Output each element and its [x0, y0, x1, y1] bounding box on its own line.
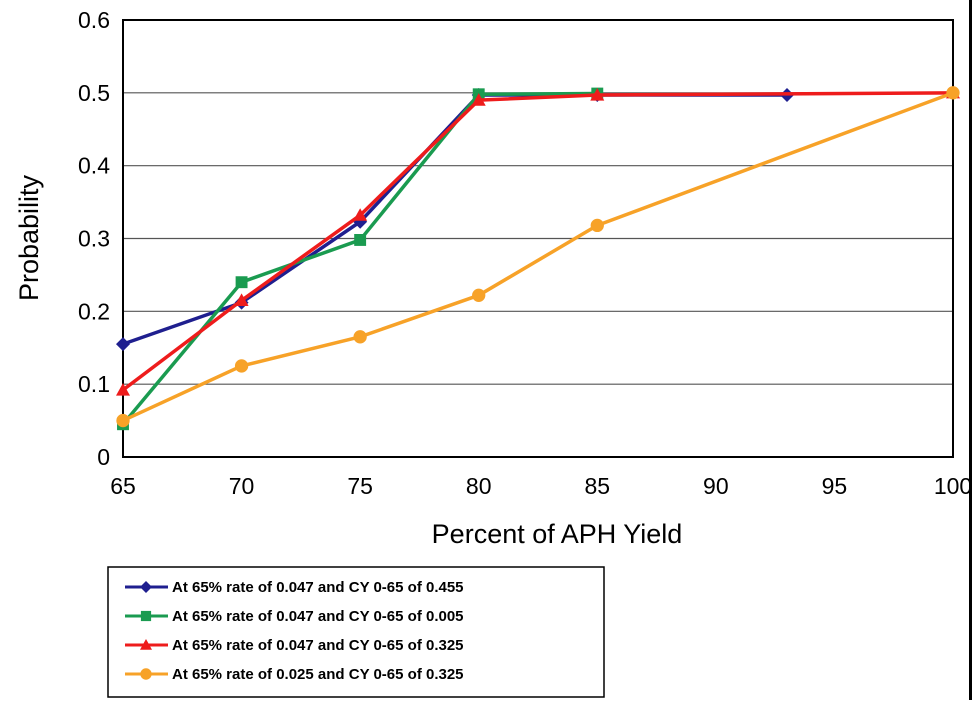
x-tick-label: 65	[110, 473, 136, 499]
y-tick-label: 0.3	[78, 226, 110, 252]
data-point	[471, 93, 486, 106]
data-point	[353, 208, 368, 221]
legend-entry: At 65% rate of 0.047 and CY 0-65 of 0.45…	[125, 579, 464, 596]
y-tick-label: 0.2	[78, 298, 110, 324]
legend-label: At 65% rate of 0.047 and CY 0-65 of 0.32…	[172, 637, 464, 654]
data-point	[353, 330, 367, 344]
legend-marker	[140, 581, 152, 593]
legend-marker	[140, 639, 152, 650]
x-tick-label: 85	[584, 473, 610, 499]
data-point	[116, 337, 130, 352]
data-point	[116, 382, 130, 396]
data-point	[234, 359, 249, 373]
x-tick-label: 90	[703, 473, 729, 499]
legend-label: At 65% rate of 0.047 and CY 0-65 of 0.45…	[172, 579, 464, 596]
x-tick-label: 70	[229, 473, 255, 499]
series-circle	[116, 86, 960, 428]
image-right-edge	[969, 0, 972, 700]
y-axis-title: Probability	[14, 174, 44, 301]
series-layer	[116, 85, 960, 431]
data-point	[235, 276, 248, 289]
x-axis-title: Percent of APH Yield	[432, 519, 683, 549]
legend-marker	[140, 668, 152, 680]
legend-entry: At 65% rate of 0.025 and CY 0-65 of 0.32…	[125, 666, 464, 683]
series-line	[122, 91, 954, 423]
legend-box	[107, 566, 605, 698]
legend-items: At 65% rate of 0.047 and CY 0-65 of 0.45…	[125, 579, 464, 683]
data-point	[234, 293, 249, 307]
x-tick-label: 100	[934, 473, 972, 499]
y-tick-label: 0.4	[78, 153, 110, 179]
series-line	[121, 91, 954, 392]
y-tick-label: 0	[97, 444, 110, 470]
data-point	[946, 86, 960, 100]
x-tick-label: 95	[822, 473, 848, 499]
plot-area-frame	[122, 19, 954, 458]
legend-entry: At 65% rate of 0.047 and CY 0-65 of 0.32…	[125, 637, 464, 654]
legend-entry: At 65% rate of 0.047 and CY 0-65 of 0.00…	[125, 608, 464, 625]
legend-marker	[140, 610, 152, 622]
axis-tick-labels: 0 0.1 0.2 0.3 0.4 0.5 0.6 65 70 75 80 85 90 95 100	[78, 7, 972, 499]
y-tick-label: 0.1	[78, 371, 110, 397]
x-tick-label: 75	[347, 473, 373, 499]
data-point	[354, 234, 367, 246]
legend-label: At 65% rate of 0.047 and CY 0-65 of 0.00…	[172, 608, 464, 625]
legend: At 65% rate of 0.047 and CY 0-65 of 0.45…	[107, 566, 605, 698]
data-point	[472, 288, 486, 302]
data-point	[590, 218, 604, 233]
x-tick-label: 80	[466, 473, 492, 499]
legend-label: At 65% rate of 0.025 and CY 0-65 of 0.32…	[172, 666, 464, 683]
gridlines	[123, 92, 953, 385]
data-point	[590, 88, 605, 101]
y-tick-label: 0.5	[78, 80, 110, 106]
y-tick-label: 0.6	[78, 7, 110, 33]
data-point	[116, 413, 130, 428]
